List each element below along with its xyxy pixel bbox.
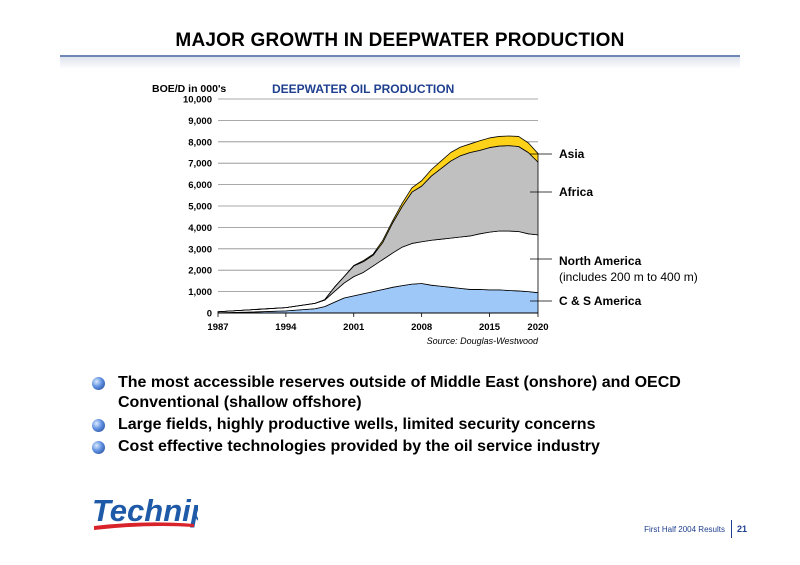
footer-separator xyxy=(730,520,732,538)
y-axis-label: BOE/D in 000's xyxy=(152,83,226,95)
chart-axes: 0 1,000 2,000 3,000 4,000 5,000 6,000 7,000 8,00… xyxy=(183,95,549,334)
footer: First Half 2004 Results 21 xyxy=(644,520,747,538)
y-tick-label: 0 xyxy=(207,309,212,320)
chart-legend: C & S America North America (includes 200 … xyxy=(530,147,698,308)
bullet-item: The most accessible reserves outside of … xyxy=(92,373,732,413)
bullet-sphere-icon xyxy=(92,377,105,390)
y-tick-label: 4,000 xyxy=(188,223,212,234)
y-tick-label: 9,000 xyxy=(188,116,212,127)
y-tick-label: 7,000 xyxy=(188,159,212,170)
logo-text: Technip xyxy=(92,493,198,528)
x-tick-label: 1994 xyxy=(275,322,297,333)
logo-swoosh xyxy=(94,522,194,530)
legend-sublabel: (includes 200 m to 400 m) xyxy=(559,270,698,284)
legend-label: C & S America xyxy=(559,294,642,308)
y-tick-label: 6,000 xyxy=(188,180,212,191)
bullet-text: The most accessible reserves outside of … xyxy=(118,374,681,411)
x-tick-label: 1987 xyxy=(207,322,228,333)
bullet-item: Cost effective technologies provided by … xyxy=(92,437,732,457)
y-tick-label: 2,000 xyxy=(188,266,212,277)
x-tick-label: 2020 xyxy=(527,322,548,333)
bullet-list: The most accessible reserves outside of … xyxy=(92,373,732,459)
slide-title: MAJOR GROWTH IN DEEPWATER PRODUCTION xyxy=(175,30,625,51)
y-tick-label: 10,000 xyxy=(183,95,212,106)
area-asia xyxy=(217,135,539,313)
chart-source: Source: Douglas-Westwood xyxy=(427,336,539,346)
x-tick-label: 2008 xyxy=(411,322,432,333)
title-rule xyxy=(60,55,740,57)
bullet-text: Large fields, highly productive wells, l… xyxy=(118,416,596,433)
chart-title: DEEPWATER OIL PRODUCTION xyxy=(272,82,454,96)
y-tick-label: 1,000 xyxy=(188,287,212,298)
y-tick-label: 3,000 xyxy=(188,244,212,255)
y-tick-label: 5,000 xyxy=(188,202,212,213)
bullet-text: Cost effective technologies provided by … xyxy=(118,438,600,455)
bullet-sphere-icon xyxy=(92,419,105,432)
chart-areas xyxy=(217,135,539,314)
y-tick-label: 8,000 xyxy=(188,137,212,148)
legend-label: Africa xyxy=(559,185,593,199)
x-tick-label: 2001 xyxy=(343,322,365,333)
bullet-item: Large fields, highly productive wells, l… xyxy=(92,415,732,435)
x-tick-label: 2015 xyxy=(479,322,501,333)
title-shadow xyxy=(60,57,740,69)
bullet-sphere-icon xyxy=(92,441,105,454)
page-number: 21 xyxy=(736,524,747,534)
footer-text: First Half 2004 Results xyxy=(644,524,725,534)
legend-label: Asia xyxy=(559,147,585,161)
technip-logo: Technip xyxy=(92,493,198,530)
legend-label: North America xyxy=(559,254,642,268)
